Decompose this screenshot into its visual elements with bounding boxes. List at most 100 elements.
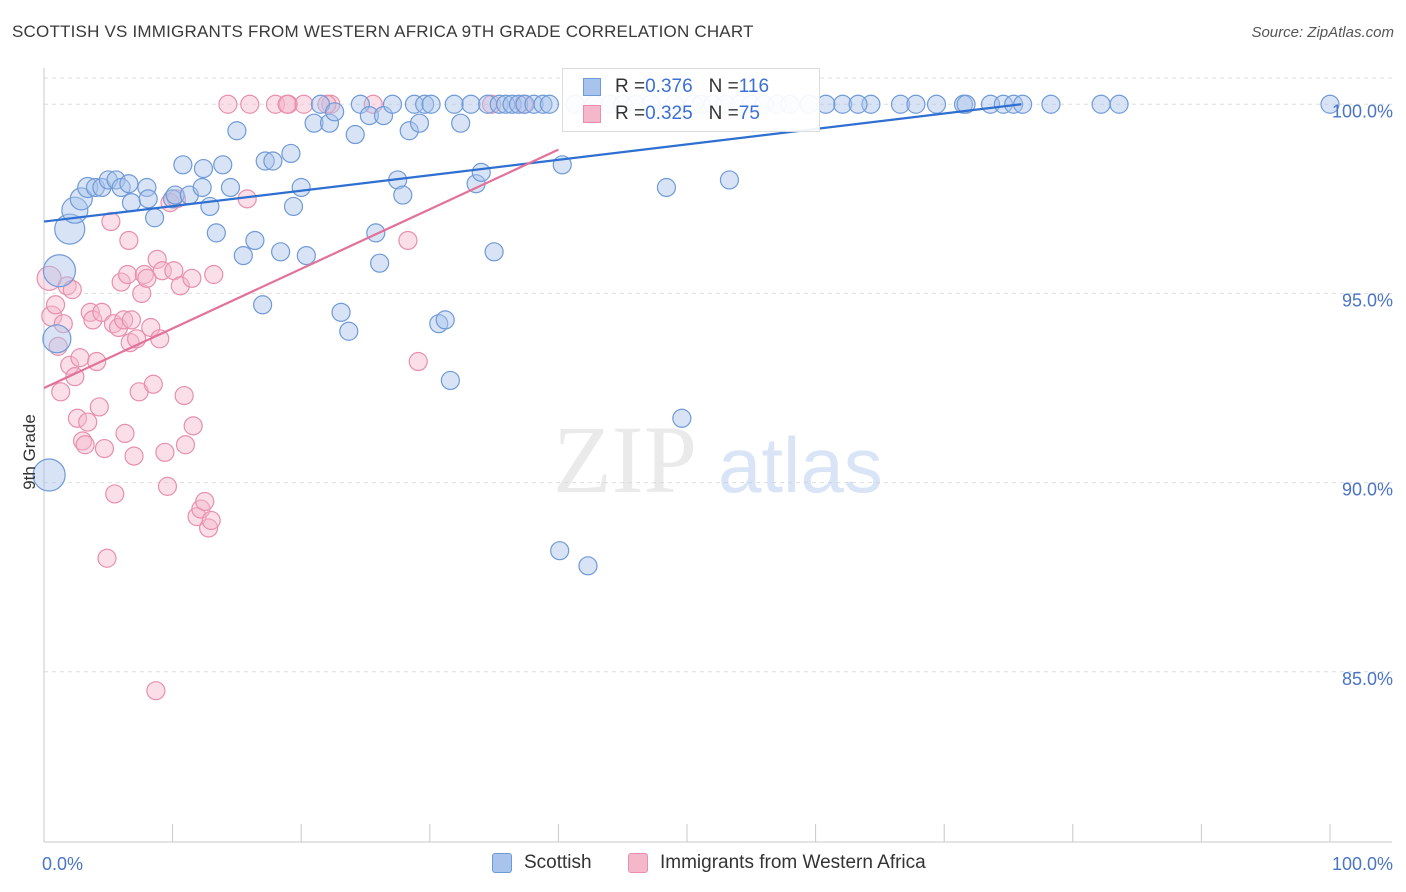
immigrants-r-label: R = xyxy=(615,103,646,124)
scottish-point xyxy=(421,94,441,114)
watermark-atlas: atlas xyxy=(718,421,883,509)
legend-item-scottish[interactable]: Scottish xyxy=(492,852,592,874)
watermark: ZIP atlas xyxy=(553,406,883,513)
scottish-point xyxy=(233,245,253,266)
immigrants-point xyxy=(157,476,178,496)
immigrants-point xyxy=(48,336,68,356)
immigrants-point xyxy=(174,385,194,406)
immigrants-trendline xyxy=(43,148,559,390)
tick-labels: 100.0% 95.0% 90.0% 85.0% 0.0% 100.0% xyxy=(42,101,1393,874)
scottish-point xyxy=(415,94,435,114)
scottish-point xyxy=(366,223,386,243)
immigrants-n-label: N = xyxy=(708,103,739,124)
scottish-point xyxy=(220,177,241,198)
scottish-point xyxy=(296,245,316,266)
scottish-swatch xyxy=(583,78,601,96)
immigrants-point xyxy=(199,518,219,538)
immigrants-point xyxy=(60,355,80,375)
scottish-point xyxy=(1109,94,1129,114)
immigrants-point xyxy=(155,442,175,462)
scottish-point xyxy=(440,370,460,391)
immigrants-point xyxy=(121,310,142,330)
scottish-point xyxy=(255,151,275,171)
scottish-point xyxy=(345,124,365,145)
y-tick-label: 85.0% xyxy=(1342,669,1393,689)
legend-immigrants-swatch xyxy=(628,853,648,873)
immigrants-point xyxy=(195,491,215,512)
scottish-point xyxy=(539,94,559,114)
immigrants-point xyxy=(75,435,95,455)
immigrants-point xyxy=(146,681,166,701)
scottish-point xyxy=(578,556,598,576)
immigrants-point xyxy=(408,351,428,372)
scottish-point xyxy=(192,177,212,198)
scottish-point xyxy=(304,113,324,133)
chart-title: SCOTTISH VS IMMIGRANTS FROM WESTERN AFRI… xyxy=(12,22,754,41)
scottish-point xyxy=(1091,94,1111,114)
immigrants-point xyxy=(53,314,73,334)
scottish-point xyxy=(339,321,359,341)
legend-stats: R = 0.376 N = 116 R = 0.325 N = 75 xyxy=(562,68,820,132)
scottish-point xyxy=(263,151,283,171)
scottish-point xyxy=(1320,94,1340,114)
legend-row-immigrants: R = 0.325 N = 75 xyxy=(583,102,760,126)
x-tick-label: 0.0% xyxy=(42,854,83,874)
y-tick-label: 100.0% xyxy=(1332,101,1393,121)
scottish-point xyxy=(848,94,868,114)
scottish-point xyxy=(69,187,93,211)
scottish-point xyxy=(32,458,66,492)
immigrants-point xyxy=(124,446,144,466)
immigrants-point xyxy=(67,408,88,428)
immigrants-point xyxy=(111,272,131,292)
trendlines xyxy=(43,103,1022,390)
scottish-point xyxy=(138,189,158,209)
immigrants-point xyxy=(398,230,418,251)
immigrants-point xyxy=(183,416,203,436)
scottish-point xyxy=(451,113,471,133)
axes-layer xyxy=(43,68,1392,843)
scottish-point xyxy=(409,113,430,133)
legend-item-immigrants[interactable]: Immigrants from Western Africa xyxy=(628,852,926,874)
scottish-point xyxy=(444,94,464,114)
immigrants-r-value: 0.325 xyxy=(645,103,693,124)
immigrants-point xyxy=(51,382,71,402)
scottish-point xyxy=(206,223,226,243)
scottish-point xyxy=(435,310,455,330)
scottish-point xyxy=(253,295,273,315)
scottish-point xyxy=(382,94,403,114)
scottish-point xyxy=(359,106,379,126)
immigrants-point xyxy=(201,510,221,531)
scottish-point xyxy=(370,253,390,273)
legend-immigrants-label: Immigrants from Western Africa xyxy=(660,852,926,873)
scottish-point xyxy=(484,242,504,262)
immigrants-point xyxy=(114,310,134,330)
grid-layer xyxy=(44,77,1392,673)
immigrants-n-value: 75 xyxy=(738,103,760,124)
scottish-r-label: R = xyxy=(615,76,646,97)
scottish-point xyxy=(144,208,165,228)
scottish-point xyxy=(956,94,976,114)
immigrants-swatch xyxy=(583,105,601,123)
scottish-point xyxy=(719,170,740,190)
scottish-point xyxy=(399,121,419,141)
scottish-point xyxy=(283,196,304,217)
scottish-point xyxy=(471,162,491,182)
immigrants-point xyxy=(182,268,202,288)
immigrants-point xyxy=(170,276,190,296)
immigrants-point xyxy=(240,94,260,114)
scottish-point xyxy=(325,102,345,122)
scottish-point xyxy=(1041,94,1061,114)
scottish-point xyxy=(193,158,214,179)
immigrants-point xyxy=(80,302,100,322)
immigrants-point xyxy=(132,283,152,304)
immigrants-point xyxy=(218,94,238,114)
scottish-point xyxy=(121,193,142,213)
scottish-point xyxy=(271,242,291,262)
immigrants-point xyxy=(97,548,117,568)
legend-series: Scottish Immigrants from Western Africa xyxy=(0,852,1406,878)
scottish-point xyxy=(656,177,677,198)
scottish-point xyxy=(281,143,301,164)
scottish-point xyxy=(42,324,72,354)
scottish-point xyxy=(54,213,86,245)
immigrants-point xyxy=(117,264,138,285)
